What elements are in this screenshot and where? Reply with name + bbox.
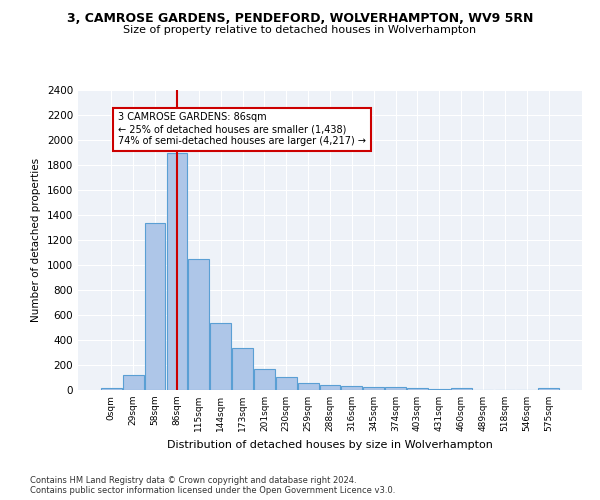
Bar xyxy=(101,388,122,390)
Bar xyxy=(145,222,166,390)
Bar xyxy=(320,385,340,390)
Bar xyxy=(341,386,362,390)
Bar xyxy=(407,388,428,390)
Bar xyxy=(210,322,231,390)
Bar xyxy=(364,387,384,390)
X-axis label: Distribution of detached houses by size in Wolverhampton: Distribution of detached houses by size … xyxy=(167,440,493,450)
Bar xyxy=(276,377,296,390)
Text: Size of property relative to detached houses in Wolverhampton: Size of property relative to detached ho… xyxy=(124,25,476,35)
Y-axis label: Number of detached properties: Number of detached properties xyxy=(31,158,41,322)
Text: 3, CAMROSE GARDENS, PENDEFORD, WOLVERHAMPTON, WV9 5RN: 3, CAMROSE GARDENS, PENDEFORD, WOLVERHAM… xyxy=(67,12,533,26)
Bar xyxy=(167,152,187,390)
Text: Contains HM Land Registry data © Crown copyright and database right 2024.: Contains HM Land Registry data © Crown c… xyxy=(30,476,356,485)
Text: Contains public sector information licensed under the Open Government Licence v3: Contains public sector information licen… xyxy=(30,486,395,495)
Bar xyxy=(188,260,209,390)
Bar xyxy=(232,348,253,390)
Bar xyxy=(123,375,143,390)
Text: 3 CAMROSE GARDENS: 86sqm
← 25% of detached houses are smaller (1,438)
74% of sem: 3 CAMROSE GARDENS: 86sqm ← 25% of detach… xyxy=(118,112,366,146)
Bar xyxy=(385,387,406,390)
Bar xyxy=(298,382,319,390)
Bar xyxy=(538,388,559,390)
Bar xyxy=(451,388,472,390)
Bar xyxy=(254,369,275,390)
